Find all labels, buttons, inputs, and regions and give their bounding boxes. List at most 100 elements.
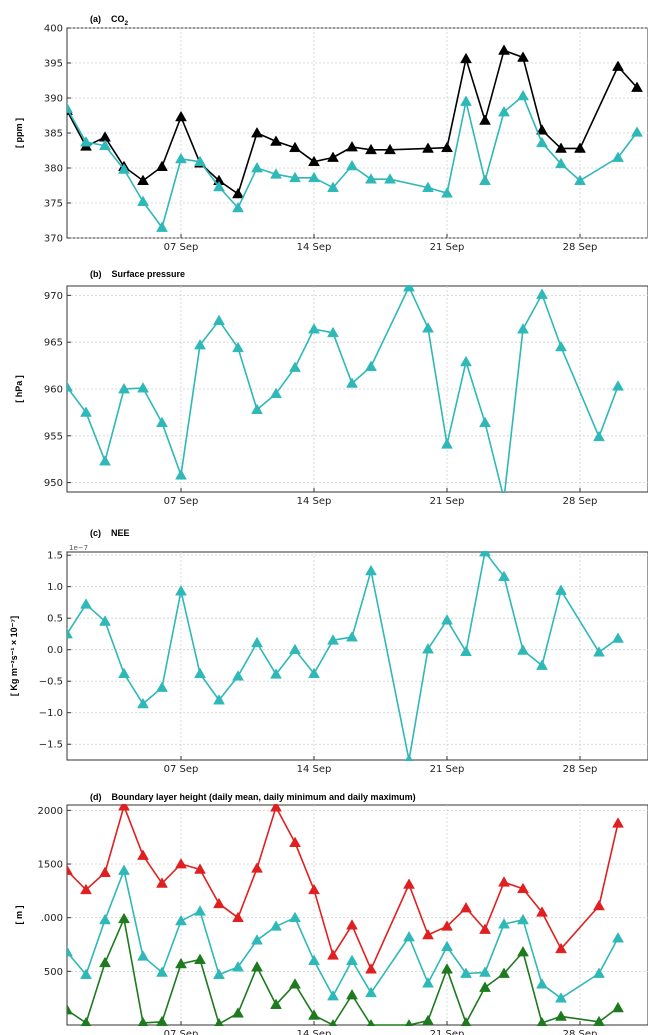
x-tick-label: 07 Sep [164, 1029, 199, 1035]
data-point [175, 469, 187, 480]
data-point [289, 978, 301, 989]
data-point [232, 911, 244, 923]
panel-title: (a) CO2 [90, 14, 129, 27]
x-tick-label: 21 Sep [430, 242, 465, 253]
panel-2: 07 Sep 14 Sep 21 Sep 28 Sep 950 955 960 965 970 (… [14, 269, 648, 507]
data-point [441, 141, 453, 153]
y-tick-label: −0.5 [39, 677, 63, 688]
data-point [137, 382, 149, 393]
x-tick-label: 14 Sep [297, 496, 332, 507]
data-point [214, 1017, 224, 1026]
y-tick-label: 500 [44, 967, 63, 978]
data-point [612, 151, 624, 162]
data-point [536, 136, 548, 148]
data-point [498, 876, 510, 887]
y-tick-label: 0.0 [47, 645, 63, 656]
data-point [213, 897, 225, 909]
panel-label: (d) [90, 792, 102, 802]
data-point [308, 155, 320, 167]
data-point [99, 455, 111, 466]
data-point [612, 380, 624, 391]
data-point [612, 632, 624, 643]
panel-title-subscript: 2 [125, 20, 129, 27]
panel-title-text: NEE [111, 528, 130, 538]
data-point [441, 940, 453, 952]
data-point [327, 151, 339, 162]
data-point [346, 988, 358, 1000]
data-point [346, 377, 358, 388]
exponent-label: 1e−7 [69, 544, 88, 552]
data-point [118, 163, 130, 174]
data-point [289, 911, 301, 923]
series-group [67, 285, 624, 493]
data-point [479, 923, 491, 934]
data-point [251, 960, 263, 972]
data-point [232, 187, 244, 199]
data-point [118, 804, 130, 811]
data-point [194, 905, 206, 916]
data-point [460, 355, 472, 367]
data-point [308, 883, 320, 895]
data-point [460, 901, 472, 913]
data-point [517, 644, 529, 655]
data-point [270, 804, 282, 812]
data-point [517, 323, 529, 334]
data-point [346, 954, 358, 965]
data-point [593, 1015, 605, 1026]
data-point [289, 141, 301, 153]
data-point [403, 285, 415, 292]
data-point [270, 920, 282, 931]
data-point [175, 152, 187, 164]
data-point [517, 89, 529, 101]
data-point [118, 864, 130, 875]
data-point [479, 981, 491, 992]
panel-title: (d) Boundary layer height (daily mean, da… [90, 792, 416, 802]
data-point [99, 866, 111, 877]
data-point [422, 142, 434, 153]
data-point [422, 1014, 434, 1026]
data-point [194, 953, 206, 964]
data-point [137, 950, 149, 961]
data-point [270, 387, 282, 399]
data-point [555, 157, 567, 169]
data-point [118, 382, 130, 394]
data-point [555, 142, 567, 153]
panel-3: 07 Sep 14 Sep 21 Sep 28 Sep −1.5 −1.0 −0.5 0.0 0… [9, 528, 648, 775]
panel-title-text: CO [111, 14, 125, 24]
data-point [404, 1018, 414, 1026]
data-point [270, 135, 282, 146]
data-point [175, 857, 187, 869]
y-axis-label: [ ppm ] [14, 118, 24, 148]
data-point [498, 44, 510, 55]
data-point [612, 60, 624, 71]
data-point [67, 864, 73, 875]
series-line-3 [67, 917, 619, 1026]
data-point [270, 168, 282, 179]
data-point [327, 181, 339, 192]
data-point [175, 914, 187, 926]
data-point [498, 570, 510, 581]
series-line-1 [67, 286, 619, 493]
data-point [441, 187, 453, 198]
y-tick-label: 1.5 [47, 551, 63, 562]
data-point [365, 564, 377, 576]
y-tick-label: 0.5 [47, 614, 63, 625]
data-point [536, 288, 548, 299]
data-point [137, 195, 149, 206]
data-point [251, 126, 263, 138]
x-tick-label: 14 Sep [297, 764, 332, 775]
data-point [346, 919, 358, 930]
data-point [289, 643, 301, 655]
data-point [80, 136, 92, 147]
data-point [80, 598, 92, 609]
data-point [384, 143, 396, 155]
data-point [232, 670, 244, 681]
data-point [156, 966, 168, 977]
data-point [346, 140, 358, 152]
data-point [175, 585, 187, 596]
y-tick-label: 400 [44, 24, 63, 35]
x-tick-label: 28 Sep [563, 764, 598, 775]
y-tick-label: 970 [44, 291, 63, 302]
data-point [213, 968, 225, 979]
data-point [194, 667, 206, 679]
